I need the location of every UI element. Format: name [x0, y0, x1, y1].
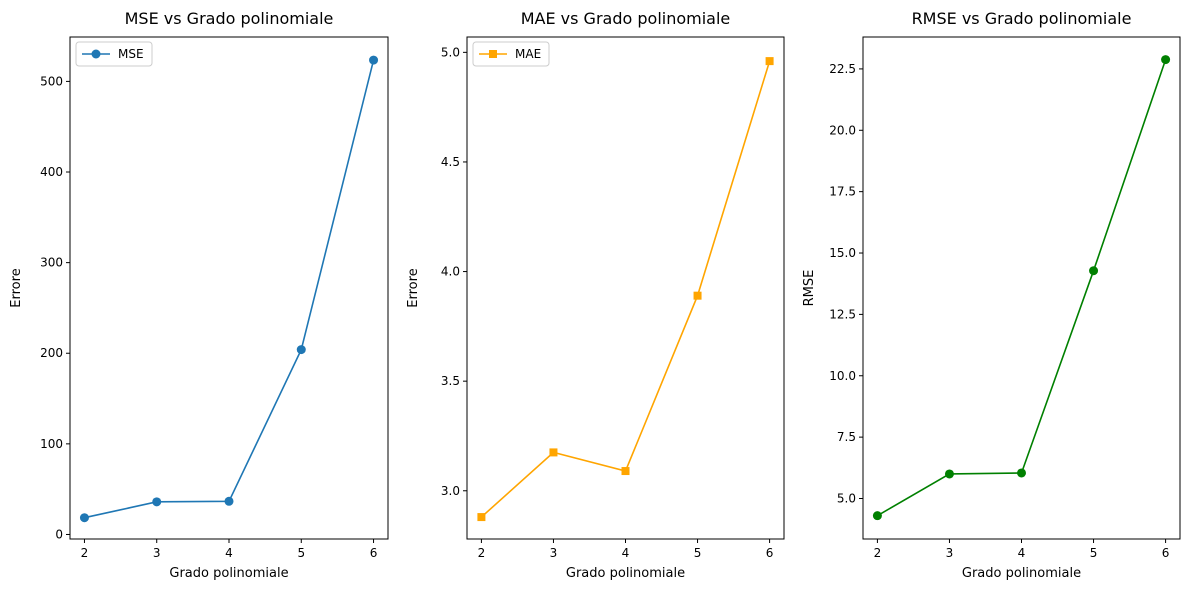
- rmse-data-point: [1017, 468, 1026, 478]
- mae-y-tick-label: 3.5: [441, 374, 460, 388]
- mse-data-point: [224, 496, 234, 506]
- rmse-x-tick-label: 5: [1090, 546, 1098, 560]
- rmse-x-tick-label: 4: [1018, 546, 1026, 560]
- mae-x-tick-label: 6: [766, 546, 774, 560]
- mse-y-tick-label: 400: [40, 165, 63, 179]
- mse-chart-title: MSE vs Grado polinomiale: [125, 9, 334, 28]
- mse-y-tick-label: 100: [40, 437, 63, 451]
- mse-y-tick-label: 300: [40, 256, 63, 270]
- mse-x-tick-label: 5: [297, 546, 305, 560]
- mae-data-point: [477, 513, 486, 522]
- mae-x-tick-label: 3: [550, 546, 558, 560]
- mae-data-point: [693, 291, 702, 300]
- mse-data-point: [79, 513, 89, 523]
- mse-data-point: [296, 345, 306, 355]
- mae-chart-title: MAE vs Grado polinomiale: [521, 9, 731, 28]
- mae-x-tick-label: 5: [694, 546, 702, 560]
- rmse-y-tick-label: 17.5: [829, 185, 856, 199]
- rmse-y-tick-label: 12.5: [829, 307, 856, 321]
- mae-y-tick-label: 4.5: [441, 155, 460, 169]
- mae-legend-box: [472, 41, 550, 67]
- mae-plot-frame: [466, 36, 785, 540]
- rmse-x-tick-label: 2: [874, 546, 882, 560]
- mae-data-point: [765, 57, 774, 66]
- mse-plot-frame: [69, 36, 389, 540]
- rmse-y-tick-label: 7.5: [837, 430, 856, 444]
- mae-x-tick-label: 4: [622, 546, 630, 560]
- mse-y-tick-label: 0: [55, 527, 63, 541]
- rmse-y-tick-label: 15.0: [829, 246, 856, 260]
- mse-y-axis-label: Errore: [9, 268, 24, 307]
- mse-x-tick-label: 2: [81, 546, 89, 560]
- rmse-series-line: [877, 59, 1167, 517]
- mae-y-tick-label: 4.0: [441, 265, 460, 279]
- rmse-data-point: [944, 469, 954, 479]
- mse-legend-marker: [91, 49, 101, 59]
- mse-legend: MSE: [75, 41, 153, 67]
- rmse-y-axis-label: RMSE: [802, 270, 817, 307]
- mae-y-axis-label: Errore: [406, 268, 421, 307]
- rmse-chart-panel: RMSE vs Grado polinomiale Grado polinomi…: [802, 9, 1181, 581]
- mae-series-line: [480, 60, 771, 518]
- rmse-y-tick-label: 20.0: [829, 123, 856, 137]
- mae-data-point: [549, 448, 558, 457]
- mae-y-tick-label: 5.0: [441, 45, 460, 59]
- mae-legend-marker: [489, 50, 497, 58]
- rmse-y-tick-label: 5.0: [837, 491, 856, 505]
- rmse-data-point: [872, 511, 882, 521]
- mae-chart-panel: MAE vs Grado polinomiale Grado polinomia…: [406, 9, 785, 581]
- rmse-data-point: [1161, 55, 1171, 65]
- rmse-data-point: [1089, 266, 1099, 276]
- mse-data-point: [369, 55, 379, 65]
- rmse-x-tick-label: 6: [1162, 546, 1170, 560]
- rmse-plot-frame: [862, 36, 1181, 540]
- rmse-chart-title: RMSE vs Grado polinomiale: [912, 9, 1132, 28]
- rmse-x-tick-label: 3: [946, 546, 954, 560]
- mae-y-tick-label: 3.0: [441, 484, 460, 498]
- mse-legend-label: MSE: [118, 47, 144, 61]
- mse-y-tick-label: 200: [40, 346, 63, 360]
- mse-legend-box: [75, 41, 153, 67]
- mse-x-tick-label: 4: [225, 546, 233, 560]
- mae-x-tick-label: 2: [478, 546, 486, 560]
- rmse-y-tick-label: 10.0: [829, 369, 856, 383]
- mse-data-point: [152, 497, 162, 507]
- mae-data-point: [621, 467, 630, 476]
- mae-x-axis-label: Grado polinomiale: [566, 566, 685, 581]
- mse-x-tick-label: 6: [370, 546, 378, 560]
- rmse-x-axis-label: Grado polinomiale: [962, 566, 1081, 581]
- mae-legend: MAE: [472, 41, 550, 67]
- mse-x-tick-label: 3: [153, 546, 161, 560]
- mse-x-axis-label: Grado polinomiale: [169, 566, 288, 581]
- mse-chart-panel: MSE vs Grado polinomiale Grado polinomia…: [9, 9, 389, 581]
- rmse-y-tick-label: 22.5: [829, 62, 856, 76]
- mse-series-line: [84, 59, 375, 519]
- mae-legend-label: MAE: [515, 47, 541, 61]
- mse-y-tick-label: 500: [40, 74, 63, 88]
